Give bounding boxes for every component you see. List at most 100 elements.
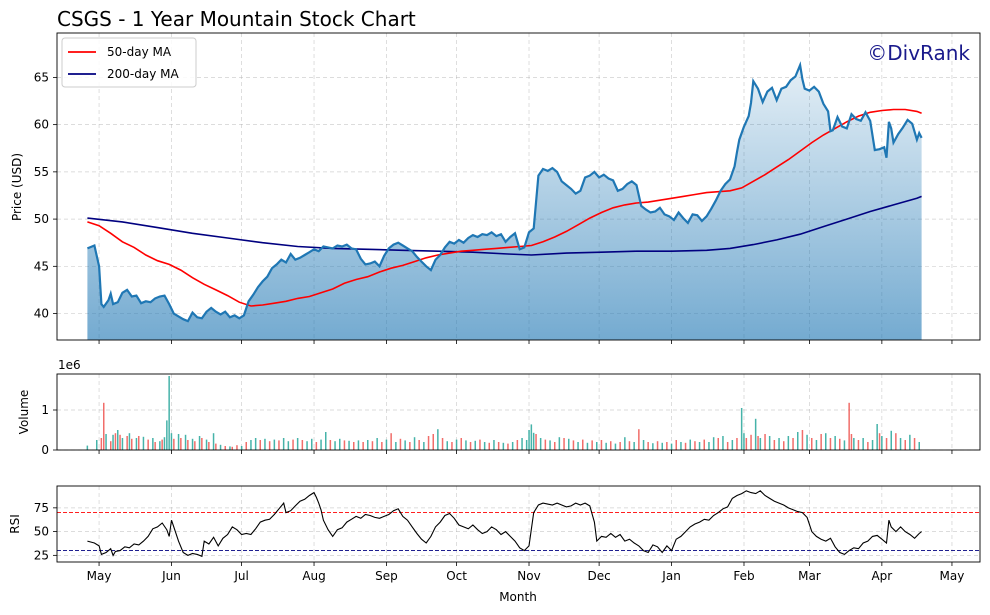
volume-bar [180,438,182,450]
volume-bar [689,439,691,450]
volume-bar [783,441,785,450]
volume-bar [535,434,537,450]
volume-bar [423,442,425,450]
volume-bar [100,438,103,450]
volume-bar [582,439,584,450]
volume-bar [152,438,154,450]
volume-bar [656,441,659,450]
chart-title: CSGS - 1 Year Mountain Stock Chart [57,7,416,31]
volume-bar [722,436,724,450]
rsi-y-tick-label: 50 [34,525,49,539]
price-line [86,61,923,323]
volume-bar [885,438,888,450]
rsi-x-axis: May Jun Jul Aug Sep Oct Nov Dec Jan Feb Mar Apr May [87,562,964,583]
price-y-axis: 40 45 50 55 60 65 [34,70,57,321]
volume-bar [731,440,734,450]
volume-bar [797,432,799,450]
volume-bar [558,437,561,450]
volume-bar [759,438,762,450]
volume-bar [857,440,860,450]
volume-bar [801,430,804,450]
volume-bar [168,376,170,450]
volume-bar [348,440,350,450]
volume-bar [128,433,131,450]
volume-bar [867,442,869,450]
volume-bar [740,408,743,450]
volume-bar [451,442,453,450]
volume-bar [385,439,388,450]
price-y-tick-label: 50 [34,212,49,226]
volume-grid [57,374,980,451]
volume-bar [212,433,215,450]
volume-bar [166,420,168,450]
volume-bar [913,438,916,450]
month-tick-label: Apr [871,569,892,583]
volume-bar [661,442,663,450]
volume-bar [177,434,180,450]
volume-bars [86,376,920,450]
month-tick-label: May [87,569,112,583]
volume-bar [904,440,906,450]
volume-bar [750,434,752,450]
volume-bar [829,438,832,450]
volume-bar [577,442,579,450]
volume-bar [219,444,222,450]
volume-bar [191,438,194,450]
month-tick-label: Jan [661,569,681,583]
price-y-tick-label: 45 [34,259,49,273]
volume-bar [539,438,542,450]
volume-bar [147,439,149,450]
volume-bar [890,430,892,450]
volume-bar [376,438,378,450]
volume-bar [516,440,519,450]
volume-bar [334,441,336,450]
volume-bar [773,440,776,450]
volume-bar [126,436,128,450]
volume-bar [568,438,570,450]
volume-y-axis-title: Volume [17,390,31,435]
volume-bar [811,438,813,450]
volume-bar [544,439,547,450]
volume-plot-frame [56,373,981,451]
volume-bar [142,436,145,450]
month-tick-label: Jul [233,569,248,583]
volume-bar [839,438,841,450]
volume-bar [224,446,226,450]
volume-bar [474,440,476,450]
volume-bar [117,430,119,450]
legend-ma50-label: 50-day MA [107,45,172,59]
volume-bar [717,438,719,450]
volume-bar [159,441,161,450]
month-tick-label: Nov [517,569,540,583]
volume-bar [712,437,715,450]
volume-bar [532,432,535,450]
volume-bar [652,443,654,450]
volume-bar [278,440,280,450]
volume-bar [850,434,853,450]
volume-panel: 01 1e6 Volume [17,358,981,457]
volume-bar [511,442,514,450]
volume-bar [455,439,458,450]
volume-bar [670,443,673,450]
volume-bar [215,443,217,450]
volume-bar [507,443,509,450]
price-panel: 40 45 50 55 60 65 Price (USD) 50-day MA 200-d… [10,32,981,344]
volume-bar [86,445,89,450]
month-tick-label: Mar [798,569,821,583]
volume-bar [138,436,140,450]
price-y-tick-label: 65 [34,70,49,84]
price-plot-frame [56,32,981,341]
volume-bar [638,429,640,450]
volume-bar [259,440,261,450]
volume-bar [834,436,836,450]
volume-bar [367,440,369,450]
volume-bar [596,442,598,450]
volume-bar [624,437,626,450]
volume-bar [110,441,112,450]
volume-bar [736,438,738,450]
volume-bar [301,440,304,450]
volume-bar [862,438,864,450]
legend-ma200-label: 200-day MA [107,67,179,81]
volume-bar [605,442,607,450]
volume-bar [409,442,411,450]
